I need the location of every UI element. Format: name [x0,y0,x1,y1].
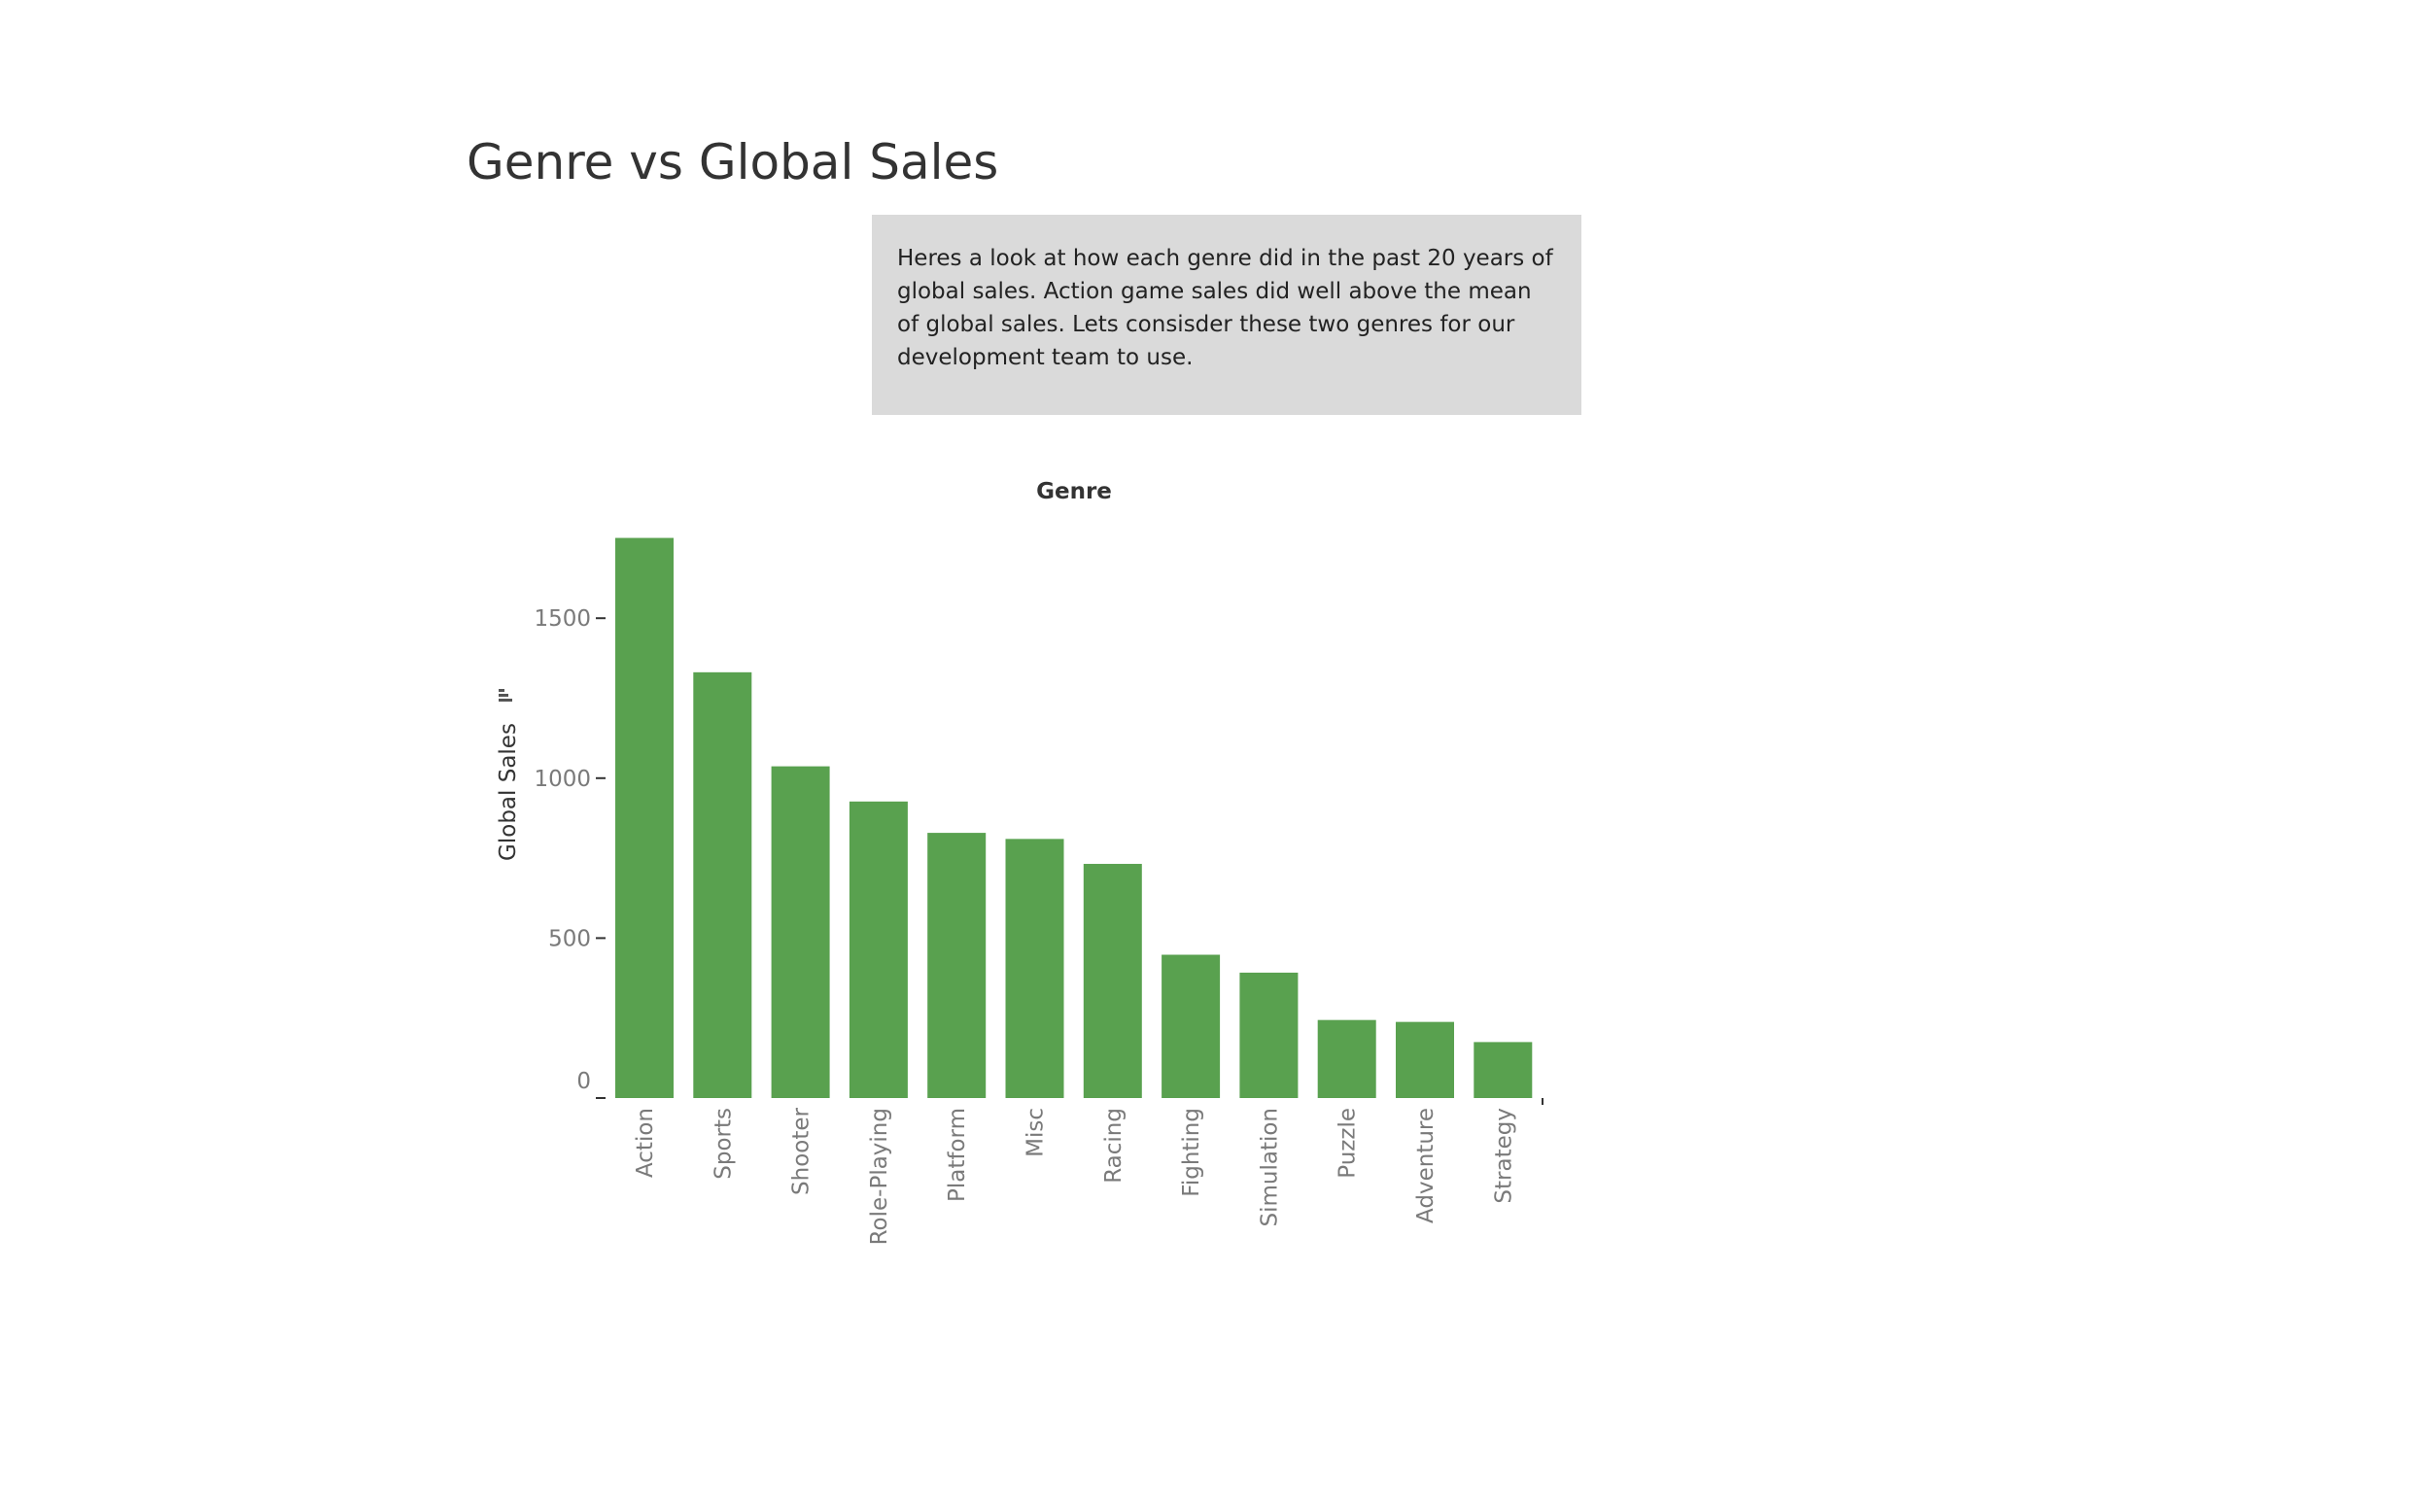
bar-shooter[interactable] [771,766,830,1098]
x-tick-label: Shooter [789,1107,815,1194]
x-tick-label: Racing [1101,1108,1127,1184]
x-tick-label: Fighting [1179,1108,1204,1197]
x-tick-label: Strategy [1491,1108,1516,1204]
bars-group [615,537,1533,1098]
y-tick-label: 1000 [534,767,591,792]
y-axis-title: Global Sales [496,723,521,861]
x-tick-label: Action [633,1108,658,1178]
bar-fighting[interactable] [1162,954,1221,1098]
x-tick-label: Platform [945,1108,970,1202]
y-tick-label: 500 [548,926,591,951]
x-tick-label: Misc [1023,1108,1049,1157]
bar-adventure[interactable] [1396,1021,1454,1098]
bar-platform[interactable] [927,833,987,1098]
bar-sports[interactable] [693,671,752,1098]
x-tick-label: Puzzle [1335,1108,1361,1179]
x-tick-label: Simulation [1257,1108,1282,1227]
bar-misc[interactable] [1005,839,1064,1098]
column-header: Genre [1036,479,1112,504]
y-axis: 0 500 1000 1500 [534,606,606,1099]
y-tick-label: 1500 [534,606,591,632]
bar-role-playing[interactable] [849,801,908,1098]
page-title: Genre vs Global Sales [467,134,999,190]
bar-action[interactable] [615,537,674,1098]
sort-descending-icon[interactable] [499,689,512,702]
x-tick-label: Sports [711,1108,736,1180]
x-tick-label: Adventure [1413,1108,1439,1223]
bar-racing[interactable] [1083,864,1142,1098]
bar-simulation[interactable] [1239,972,1299,1098]
bar-strategy[interactable] [1474,1042,1533,1098]
caption-box: Heres a look at how each genre did in th… [872,215,1581,415]
x-tick-label: Role-Playing [867,1108,892,1245]
bar-puzzle[interactable] [1317,1019,1376,1098]
caption-text: Heres a look at how each genre did in th… [897,246,1553,370]
y-tick-label: 0 [576,1069,591,1094]
x-axis: Action Sports Shooter Role-Playing Platform M… [633,1098,1544,1245]
y-axis-title-group: Global Sales [496,689,521,861]
